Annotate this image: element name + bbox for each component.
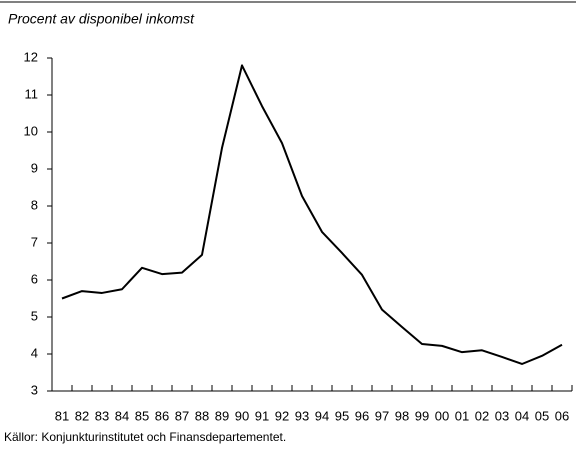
x-tick-label: 03 bbox=[495, 408, 509, 423]
y-tick-label: 6 bbox=[31, 271, 38, 286]
y-tick-label: 3 bbox=[31, 382, 38, 397]
y-tick-label: 8 bbox=[31, 197, 38, 212]
x-tick-label: 88 bbox=[195, 408, 209, 423]
x-tick-label: 82 bbox=[75, 408, 89, 423]
x-tick-label: 06 bbox=[555, 408, 569, 423]
x-tick-label: 87 bbox=[175, 408, 189, 423]
x-tick-label: 97 bbox=[375, 408, 389, 423]
x-tick-label: 89 bbox=[215, 408, 229, 423]
x-tick-label: 86 bbox=[155, 408, 169, 423]
x-tick-label: 94 bbox=[315, 408, 329, 423]
y-tick-label: 10 bbox=[24, 123, 38, 138]
x-tick-label: 95 bbox=[335, 408, 349, 423]
y-tick-label: 4 bbox=[31, 345, 38, 360]
source-note: Källor: Konjunkturinstitutet och Finansd… bbox=[4, 430, 286, 444]
x-tick-label: 93 bbox=[295, 408, 309, 423]
x-tick-label: 02 bbox=[475, 408, 489, 423]
chart-title: Procent av disponibel inkomst bbox=[8, 11, 195, 27]
y-tick-label: 9 bbox=[31, 160, 38, 175]
x-tick-label: 00 bbox=[435, 408, 449, 423]
x-tick-label: 83 bbox=[95, 408, 109, 423]
y-tick-label: 7 bbox=[31, 234, 38, 249]
x-tick-label: 01 bbox=[455, 408, 469, 423]
y-tick-label: 12 bbox=[24, 49, 38, 64]
x-tick-label: 90 bbox=[235, 408, 249, 423]
x-tick-label: 84 bbox=[115, 408, 129, 423]
x-tick-label: 81 bbox=[55, 408, 69, 423]
x-tick-label: 85 bbox=[135, 408, 149, 423]
y-tick-label: 5 bbox=[31, 308, 38, 323]
x-tick-label: 99 bbox=[415, 408, 429, 423]
line-series bbox=[61, 64, 563, 365]
x-tick-label: 92 bbox=[275, 408, 289, 423]
x-tick-label: 96 bbox=[355, 408, 369, 423]
x-tick-label: 05 bbox=[535, 408, 549, 423]
x-tick-label: 91 bbox=[255, 408, 269, 423]
x-tick-label: 98 bbox=[395, 408, 409, 423]
x-tick-label: 04 bbox=[515, 408, 529, 423]
y-tick-label: 11 bbox=[25, 86, 39, 101]
